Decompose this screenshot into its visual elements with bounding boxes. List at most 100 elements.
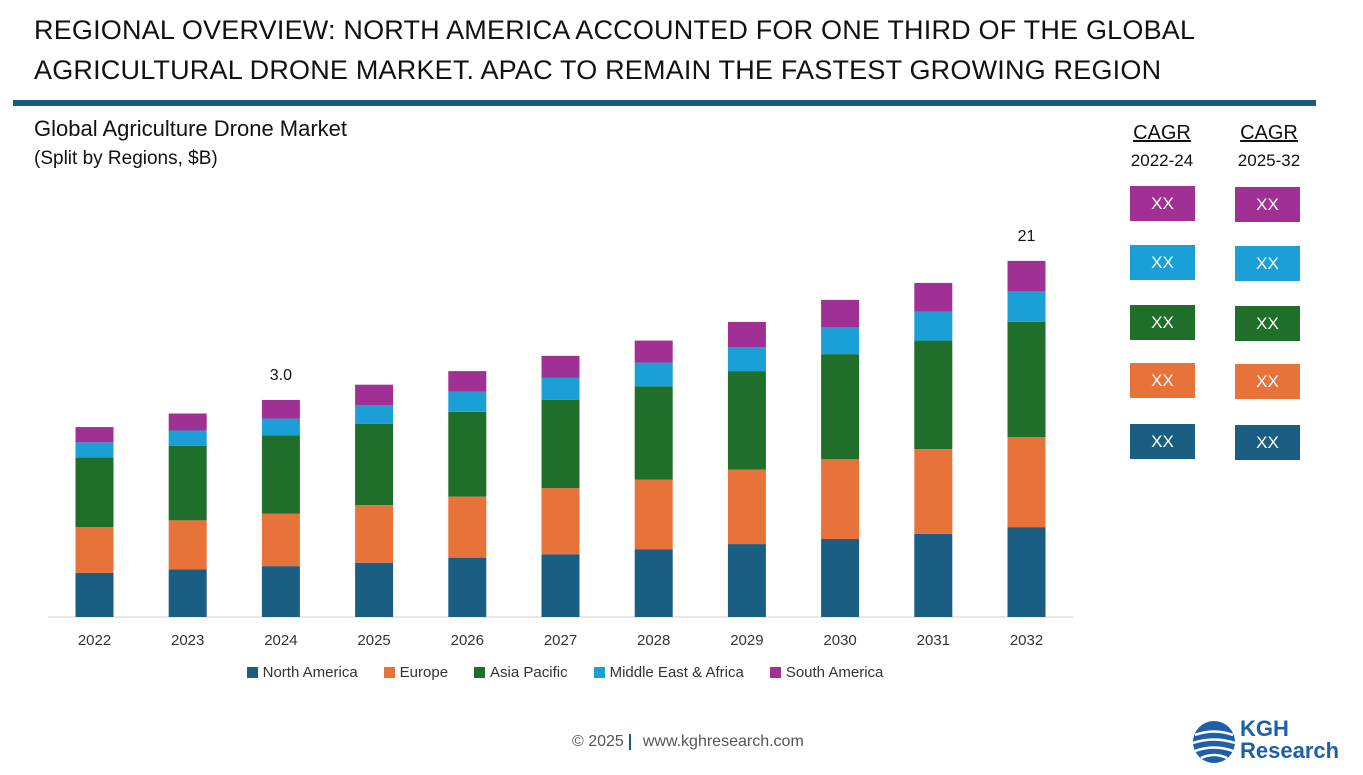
logo-text-kgh: KGH	[1240, 716, 1289, 741]
cagr-period: 2022-24	[1130, 151, 1194, 170]
bar-segment	[168, 520, 207, 570]
headline-line-1: REGIONAL OVERVIEW: NORTH AMERICA ACCOUNT…	[34, 15, 1196, 45]
cagr-value-box: XX	[1235, 246, 1300, 281]
cagr-period: 2025-32	[1237, 151, 1301, 170]
bar-segment	[355, 505, 394, 563]
cagr-value-box: XX	[1235, 364, 1300, 399]
x-tick-label: 2028	[637, 632, 670, 649]
website-link[interactable]: www.kghresearch.com	[642, 733, 804, 750]
bar-segment	[634, 386, 673, 480]
x-tick-label: 2032	[1010, 632, 1043, 649]
x-tick-label: 2030	[823, 632, 856, 649]
bar-segment	[727, 321, 766, 348]
headline-line-2: AGRICULTURAL DRONE MARKET. APAC TO REMAI…	[34, 55, 1162, 85]
cagr-value-box: XX	[1130, 363, 1195, 398]
bar-segment	[634, 549, 673, 617]
cagr-column-header-2: CAGR 2025-32	[1219, 122, 1319, 171]
legend-swatch	[246, 667, 258, 678]
bar-segment	[261, 566, 300, 617]
bar-segment	[914, 449, 953, 534]
bar-segment	[1007, 437, 1046, 528]
legend-label: South America	[785, 664, 884, 681]
bar-segment	[261, 435, 300, 514]
legend-item: North America	[246, 664, 358, 681]
bar-segment	[168, 430, 207, 446]
bar-segment	[821, 354, 860, 460]
bar-segment	[448, 496, 487, 558]
cagr-label: CAGR	[1133, 122, 1191, 144]
footer: © 2025 www.kghresearch.com	[572, 733, 804, 751]
bar-segment	[634, 479, 673, 550]
bar-segment	[448, 557, 487, 617]
data-label: 21	[1018, 228, 1036, 245]
globe-icon	[1192, 721, 1236, 763]
x-tick-label: 2025	[357, 632, 390, 649]
legend-label: Middle East & Africa	[609, 664, 744, 681]
bar-segment	[261, 513, 300, 567]
bar-segment	[541, 488, 580, 555]
legend-swatch	[474, 667, 486, 678]
bar-segment	[261, 418, 300, 436]
footer-separator	[628, 734, 631, 750]
bar-segment	[727, 347, 766, 372]
copyright-text: © 2025	[572, 733, 624, 750]
cagr-value-box: XX	[1235, 187, 1300, 222]
bar-segment	[168, 445, 207, 521]
x-tick-label: 2024	[264, 632, 297, 649]
bar-segment	[168, 569, 207, 617]
bar-segment	[1007, 260, 1046, 292]
bar-segment	[448, 411, 487, 497]
bar-segment	[634, 362, 673, 387]
x-tick-label: 2029	[730, 632, 763, 649]
x-tick-label: 2023	[171, 632, 204, 649]
bar-segment	[1007, 527, 1046, 617]
logo-wordmark: KGH Research	[1240, 718, 1339, 762]
cagr-value-box: XX	[1130, 186, 1195, 221]
chart-subtitle: (Split by Regions, $B)	[34, 148, 218, 169]
bar-segment	[261, 399, 300, 419]
legend-swatch	[769, 667, 781, 678]
bar-segment	[168, 413, 207, 431]
legend-swatch	[383, 667, 395, 678]
legend-item: Europe	[383, 664, 449, 681]
legend-swatch	[593, 667, 605, 678]
bar-segment	[727, 544, 766, 617]
bar-segment	[448, 371, 487, 392]
stacked-bar-chart: 2022 2023 2024 2025 2026 2027 2028 2029 2030 2031…	[48, 228, 1073, 649]
bar-segment	[355, 562, 394, 617]
bar-segment	[355, 384, 394, 406]
cagr-column-header-1: CAGR 2022-24	[1112, 122, 1212, 171]
logo-text-research: Research	[1240, 738, 1340, 763]
bar-segment	[914, 311, 953, 341]
bar-segment	[821, 327, 860, 355]
x-tick-label: 2031	[917, 632, 950, 649]
x-tick-label: 2027	[544, 632, 577, 649]
bar-segment	[75, 442, 114, 458]
chart-title: Global Agriculture Drone Market	[34, 116, 348, 141]
bar-segment	[727, 371, 766, 470]
bar-segment	[914, 340, 953, 450]
bar-segment	[75, 427, 114, 443]
bar-segment	[634, 340, 673, 363]
data-label: 3.0	[270, 367, 292, 384]
chart-legend: North America Europe Asia Pacific Middle Ea…	[0, 664, 1130, 681]
cagr-value-box: XX	[1235, 425, 1300, 460]
headline-divider	[13, 100, 1316, 106]
headline: REGIONAL OVERVIEW: NORTH AMERICA ACCOUNT…	[34, 10, 1234, 90]
legend-label: Europe	[399, 664, 449, 681]
legend-item: Middle East & Africa	[593, 664, 744, 681]
bar-segment	[448, 391, 487, 412]
cagr-label: CAGR	[1240, 122, 1298, 144]
bar-segment	[541, 377, 580, 400]
bar-segment	[914, 282, 953, 312]
legend-item: South America	[769, 664, 884, 681]
bar-segment	[821, 459, 860, 539]
x-tick-label: 2022	[78, 632, 111, 649]
bar-segment	[541, 355, 580, 378]
legend-label: North America	[262, 664, 358, 681]
cagr-value-box: XX	[1130, 305, 1195, 340]
bar-segment	[541, 399, 580, 489]
bar-segment	[75, 457, 114, 528]
cagr-value-box: XX	[1130, 245, 1195, 280]
cagr-value-box: XX	[1130, 424, 1195, 459]
